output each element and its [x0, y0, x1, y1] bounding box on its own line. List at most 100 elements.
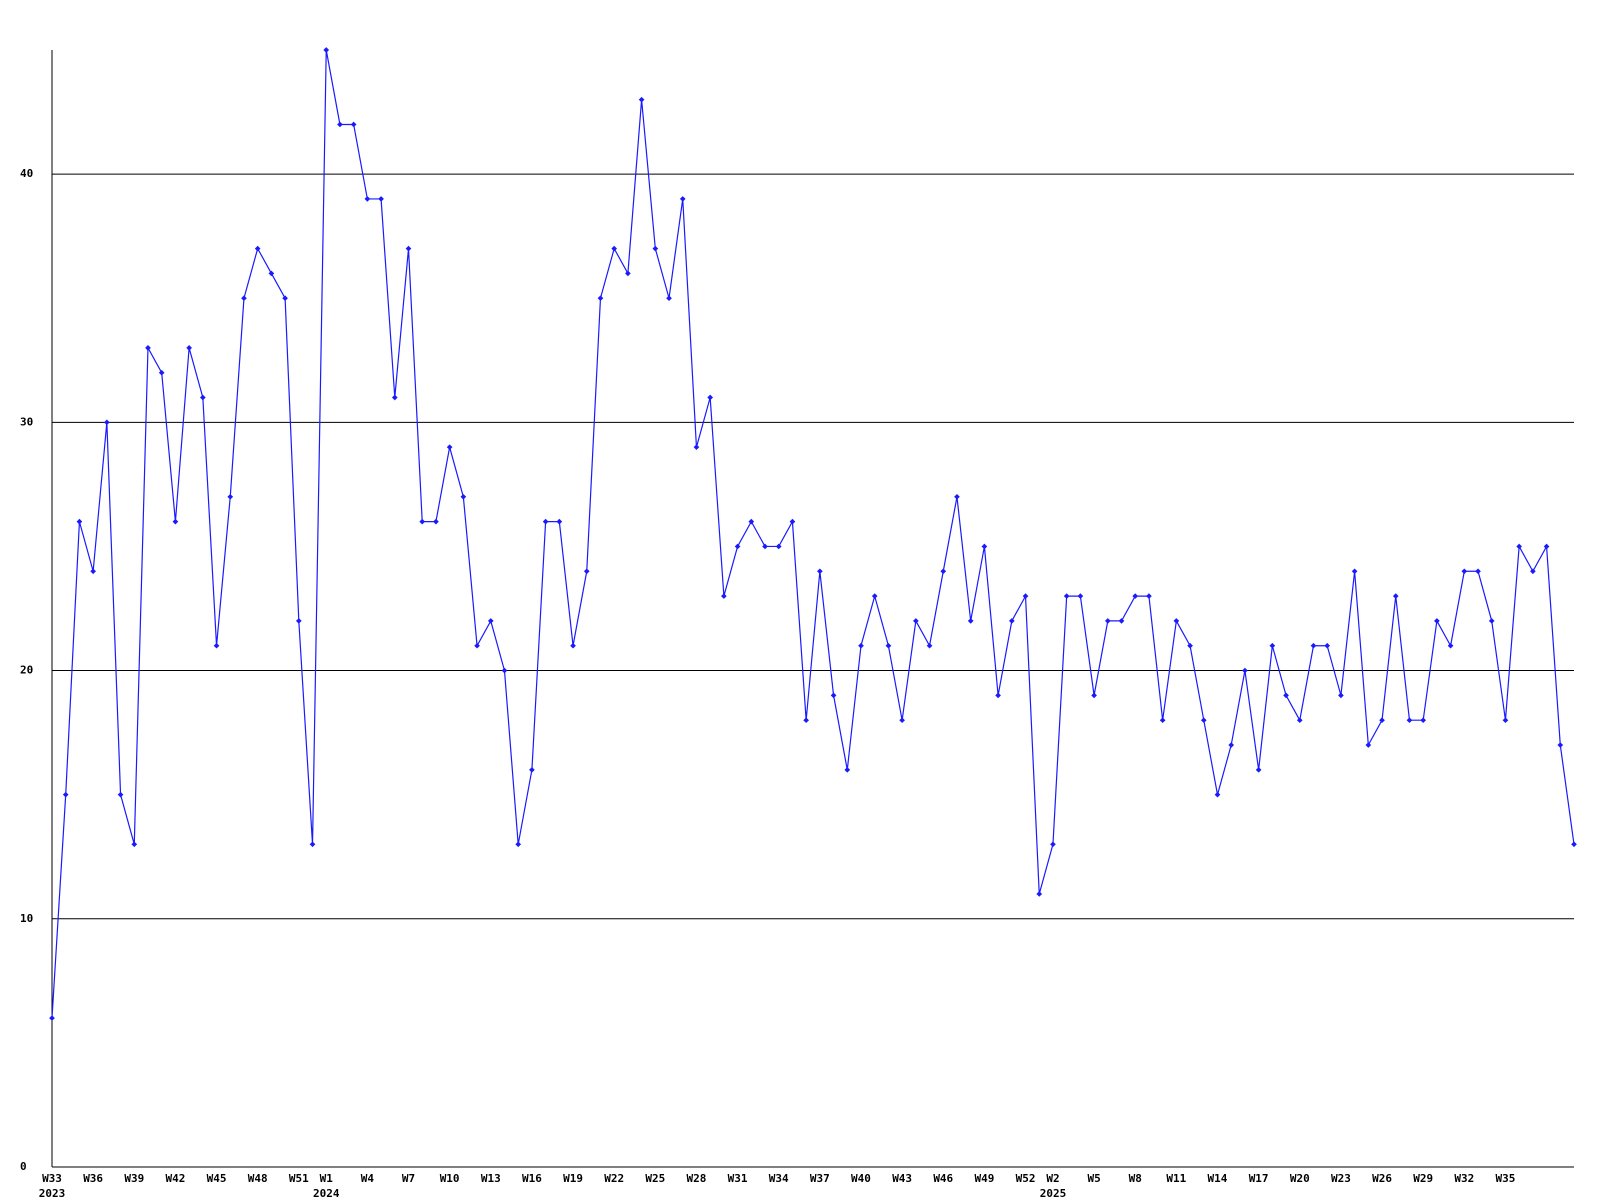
data-point — [967, 618, 974, 624]
data-point — [1091, 692, 1097, 699]
data-point — [282, 295, 288, 302]
data-point — [638, 96, 645, 103]
data-point — [1516, 543, 1522, 550]
data-point — [145, 345, 151, 351]
x-tick-label: W11 — [1166, 1172, 1186, 1185]
data-point — [666, 295, 672, 302]
x-tick-label: W51 — [289, 1172, 309, 1185]
x-tick-label: W26 — [1372, 1172, 1392, 1185]
data-point — [721, 593, 727, 599]
data-point — [789, 518, 796, 525]
data-point — [1200, 717, 1207, 724]
data-point — [817, 568, 823, 575]
data-point — [1173, 618, 1180, 624]
data-point — [1392, 593, 1399, 599]
x-tick-label: W33 — [42, 1172, 62, 1185]
data-point — [1324, 642, 1331, 649]
x-tick-label: W16 — [522, 1172, 542, 1185]
x-tick-label: W31 — [728, 1172, 748, 1185]
data-point — [1365, 742, 1372, 748]
data-point — [1557, 742, 1564, 748]
data-point — [611, 245, 618, 252]
data-point — [899, 717, 905, 724]
x-tick-label: W39 — [124, 1172, 144, 1185]
data-point — [241, 295, 247, 302]
data-point — [90, 568, 96, 575]
data-point — [679, 196, 686, 202]
data-point — [1283, 692, 1289, 699]
data-point — [446, 444, 453, 450]
x-tick-label: W37 — [810, 1172, 830, 1185]
data-point — [734, 543, 741, 550]
x-tick-label: W14 — [1208, 1172, 1228, 1185]
data-point — [775, 543, 782, 550]
data-point — [1077, 593, 1084, 599]
data-point — [1036, 891, 1043, 897]
data-point — [693, 444, 700, 450]
data-point — [871, 593, 878, 599]
data-point — [1351, 568, 1358, 575]
data-point — [487, 618, 494, 624]
data-point — [1420, 717, 1426, 724]
data-point — [1296, 717, 1303, 724]
data-point — [364, 196, 371, 202]
x-tick-label: W7 — [402, 1172, 415, 1185]
x-tick-label: W29 — [1413, 1172, 1433, 1185]
data-point — [1159, 717, 1166, 724]
data-point — [104, 419, 110, 426]
data-point — [1187, 642, 1193, 649]
data-point — [885, 642, 892, 649]
x-tick-label: W8 — [1129, 1172, 1142, 1185]
data-point — [707, 394, 713, 401]
year-label: 2024 — [313, 1187, 340, 1200]
data-point — [954, 493, 960, 500]
data-point — [309, 841, 316, 848]
data-point — [1269, 642, 1276, 649]
x-tick-label: W1 — [320, 1172, 334, 1185]
data-point — [378, 196, 384, 202]
data-point — [1488, 618, 1495, 624]
x-tick-label: W22 — [604, 1172, 624, 1185]
data-point — [1214, 791, 1221, 798]
x-tick-label: W48 — [248, 1172, 268, 1185]
data-line — [51, 49, 1575, 1019]
data-point — [391, 394, 398, 401]
data-point — [625, 270, 631, 277]
data-point — [1475, 568, 1481, 575]
data-point — [474, 642, 480, 649]
x-tick-label: W45 — [207, 1172, 227, 1185]
data-point — [803, 717, 809, 724]
data-point — [254, 245, 261, 252]
x-tick-label: W25 — [645, 1172, 665, 1185]
data-point — [268, 270, 275, 277]
x-tick-label: W20 — [1290, 1172, 1310, 1185]
data-point — [1338, 692, 1344, 699]
data-point — [913, 618, 919, 624]
x-tick-label: W10 — [440, 1172, 460, 1185]
year-label: 2025 — [1040, 1187, 1067, 1200]
data-point — [830, 692, 837, 699]
data-point — [1434, 618, 1440, 624]
data-point — [1310, 642, 1317, 649]
x-tick-label: W52 — [1016, 1172, 1036, 1185]
x-tick-label: W23 — [1331, 1172, 1351, 1185]
data-point — [748, 518, 755, 525]
x-tick-label: W49 — [974, 1172, 994, 1185]
y-tick-label: 0 — [20, 1160, 27, 1173]
data-point — [501, 667, 508, 674]
data-point — [1255, 767, 1262, 773]
data-point — [158, 369, 165, 376]
y-tick-label: 20 — [20, 664, 33, 677]
data-point — [542, 518, 549, 525]
data-point — [1502, 717, 1509, 724]
data-point — [419, 518, 426, 525]
data-point — [117, 791, 124, 798]
data-point — [1022, 593, 1029, 599]
data-point — [1132, 593, 1139, 599]
x-tick-label: W4 — [361, 1172, 375, 1185]
data-point — [1146, 593, 1152, 599]
x-tick-label: W17 — [1249, 1172, 1269, 1185]
data-point — [131, 841, 138, 848]
y-tick-label: 10 — [20, 912, 33, 925]
